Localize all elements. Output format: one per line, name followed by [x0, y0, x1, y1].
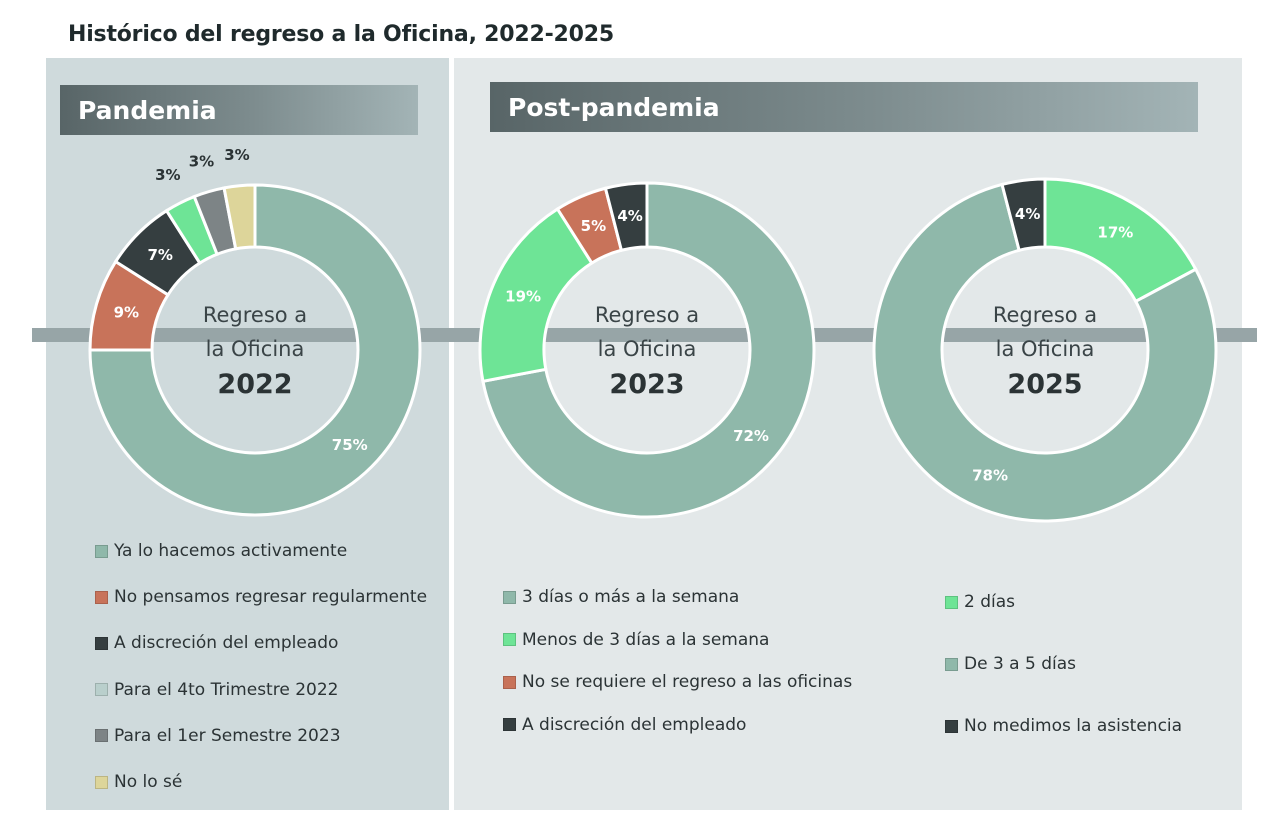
legend-label: No se requiere el regreso a las oficinas: [522, 672, 853, 692]
legend-item: Para el 4to Trimestre 2022: [95, 680, 338, 700]
slice-label: 19%: [505, 287, 541, 305]
center-label-line1: Regreso a: [203, 303, 307, 327]
slice-label: 5%: [581, 217, 606, 235]
slice-label: 4%: [1015, 205, 1040, 223]
legend-swatch: [945, 595, 958, 609]
center-year: 2025: [1007, 369, 1082, 400]
donut-slice: [222, 183, 257, 251]
legend-swatch: [503, 675, 516, 689]
legend-swatch: [95, 636, 108, 650]
center-label-line2: la Oficina: [598, 337, 697, 361]
legend-label: De 3 a 5 días: [964, 654, 1077, 674]
legend-swatch: [95, 590, 108, 604]
legend-label: 2 días: [964, 592, 1016, 612]
legend-swatch: [503, 718, 516, 731]
center-label-line2: la Oficina: [996, 337, 1095, 361]
donut-slice: [872, 182, 1218, 523]
legend-item: A discreción del empleado: [95, 633, 338, 653]
legend-item: No lo sé: [95, 772, 182, 792]
center-label-line2: la Oficina: [206, 337, 305, 361]
donut-slice: [1000, 177, 1047, 253]
slice-label: 3%: [224, 146, 249, 164]
legend-item: 2 días: [945, 592, 1015, 612]
legend-swatch: [95, 729, 108, 743]
legend-label: No lo sé: [114, 772, 183, 792]
legend-label: Menos de 3 días a la semana: [522, 629, 770, 650]
section-banner-pandemia: Pandemia: [60, 85, 418, 135]
legend-item: Ya lo hacemos activamente: [95, 541, 347, 561]
legend-item: A discreción del empleado: [503, 715, 746, 735]
center-label-line1: Regreso a: [993, 303, 1097, 327]
legend-item: De 3 a 5 días: [945, 654, 1076, 674]
slice-label: 4%: [617, 207, 642, 225]
legend-item: No pensamos regresar regularmente: [95, 587, 427, 607]
legend-label: No medimos la asistencia: [964, 716, 1183, 736]
slice-label: 9%: [114, 304, 139, 322]
legend-label: Para el 4to Trimestre 2022: [114, 679, 339, 700]
donut-slice: [603, 181, 649, 253]
legend-label: Para el 1er Semestre 2023: [114, 725, 341, 746]
donut-slice: [481, 181, 816, 519]
center-year: 2023: [609, 369, 684, 400]
legend-item: No se requiere el regreso a las oficinas: [503, 672, 852, 692]
center-label-line1: Regreso a: [595, 303, 699, 327]
donut-chart-2023: 72% 19% 5% 4% Regreso a la Oficina 2023: [478, 181, 816, 519]
legend-swatch: [95, 544, 108, 558]
legend-label: A discreción del empleado: [522, 714, 747, 735]
legend-swatch: [503, 590, 516, 604]
legend-swatch: [945, 719, 958, 733]
legend-swatch: [503, 633, 516, 646]
center-year: 2022: [217, 369, 292, 400]
donut-chart-2025: 17% 78% 4% Regreso a la Oficina 2025: [872, 177, 1218, 523]
legend-swatch: [945, 657, 958, 671]
legend-item: No medimos la asistencia: [945, 716, 1182, 736]
slice-label: 7%: [148, 246, 173, 264]
slice-label: 72%: [733, 427, 769, 445]
legend-label: No pensamos regresar regularmente: [114, 587, 428, 608]
slice-label: 3%: [189, 153, 214, 171]
legend-item: Menos de 3 días a la semana: [503, 630, 769, 650]
page-title: Histórico del regreso a la Oficina, 2022…: [68, 22, 614, 47]
timeline-connector: [32, 328, 1257, 342]
legend-swatch: [95, 683, 108, 697]
slice-label: 17%: [1097, 223, 1133, 241]
donut-chart-2022: 75% 9% 7% 3% 3% 3% Regreso a la Oficina 2022: [88, 146, 422, 517]
legend-item: 3 días o más a la semana: [503, 587, 739, 607]
donut-slice: [88, 183, 422, 517]
slice-label: 78%: [972, 467, 1008, 485]
legend-item: Para el 1er Semestre 2023: [95, 726, 341, 746]
legend-label: Ya lo hacemos activamente: [114, 541, 348, 561]
slice-label: 3%: [155, 166, 180, 184]
slice-label: 75%: [332, 436, 368, 454]
legend-label: A discreción del empleado: [114, 633, 339, 654]
legend-swatch: [95, 775, 108, 789]
section-banner-post-pandemia: Post-pandemia: [490, 82, 1198, 132]
legend-label: 3 días o más a la semana: [522, 587, 740, 607]
